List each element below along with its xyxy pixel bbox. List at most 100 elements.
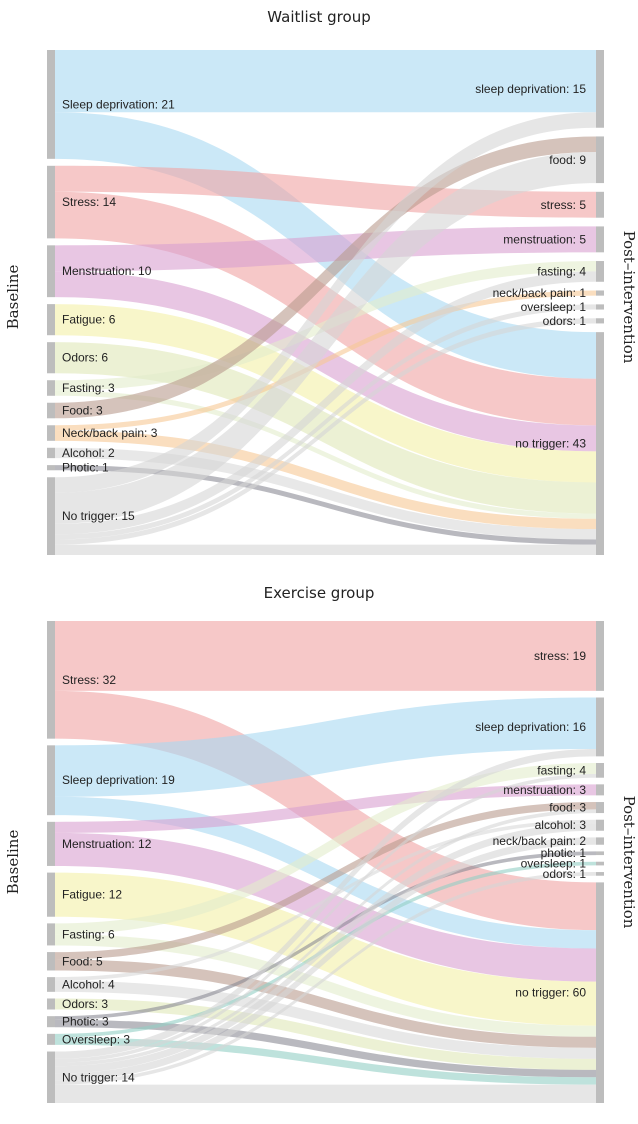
target-bar-sleep-deprivation	[596, 50, 604, 128]
right-axis-label: Post–intervention	[620, 231, 638, 364]
target-bar-stress	[596, 191, 604, 218]
flow-link-menstruation-to-menstruation	[55, 784, 596, 833]
source-bar-odors	[47, 342, 55, 374]
source-label-fasting: Fasting: 3	[62, 381, 115, 395]
target-bar-oversleep	[596, 304, 604, 310]
flow-link-food-to-food	[55, 136, 596, 419]
source-label-sleep-deprivation: Sleep deprivation: 19	[62, 773, 175, 787]
target-label-food: food: 3	[549, 801, 586, 815]
flow-link-no-trigger-to-fasting	[55, 271, 596, 535]
target-label-menstruation: menstruation: 5	[503, 232, 586, 246]
left-axis-label: Baseline	[4, 830, 22, 895]
target-label-fasting: fasting: 4	[537, 264, 586, 278]
target-label-food: food: 9	[549, 153, 586, 167]
target-label-oversleep: oversleep: 1	[521, 300, 587, 314]
source-label-odors: Odors: 3	[62, 997, 108, 1011]
flow-link-photic-to-photic	[55, 851, 596, 1020]
source-bar-stress	[47, 621, 55, 739]
source-label-stress: Stress: 14	[62, 195, 116, 209]
panel-title: Exercise group	[264, 584, 375, 602]
source-label-photic: Photic: 1	[62, 461, 109, 475]
node-bars	[47, 50, 604, 555]
flow-link-no-trigger-to-oversleep	[55, 304, 596, 540]
node-labels: Stress: 32 Sleep deprivation: 19 Menstruat…	[62, 649, 586, 1084]
flow-link-fasting-to-no-trigger	[55, 390, 596, 519]
target-bar-no-trigger	[596, 332, 604, 555]
flow-link-photic-to-no-trigger	[55, 1019, 596, 1078]
target-bar-food	[596, 802, 604, 814]
node-bars	[47, 621, 604, 1103]
source-bar-no-trigger	[47, 1051, 55, 1103]
flow-link-food-to-food	[55, 802, 596, 960]
source-bar-menstruation	[47, 245, 55, 298]
flow-link-no-trigger-to-fasting	[55, 774, 596, 1063]
target-bar-odors	[596, 318, 604, 324]
target-label-photic: photic: 1	[541, 846, 587, 860]
source-bar-fatigue	[47, 304, 55, 336]
right-axis-label: Post–intervention	[620, 796, 638, 929]
target-label-sleep-deprivation: sleep deprivation: 15	[475, 82, 586, 96]
flow-link-neck-back-pain-to-neck-back-pain	[55, 290, 596, 431]
flow-links	[55, 50, 596, 555]
flow-link-photic-to-no-trigger	[55, 465, 596, 545]
flow-link-fasting-to-no-trigger	[55, 934, 596, 1037]
source-bar-menstruation	[47, 821, 55, 866]
source-bar-fatigue	[47, 872, 55, 917]
target-bar-odors	[596, 872, 604, 876]
source-label-stress: Stress: 32	[62, 673, 116, 687]
node-labels: Sleep deprivation: 21 Stress: 14 Menstruat…	[62, 82, 586, 523]
source-label-neck-back-pain: Neck/back pain: 3	[62, 426, 158, 440]
source-label-food: Food: 3	[62, 404, 103, 418]
flow-link-sleep-deprivation-to-sleep-deprivation	[55, 697, 596, 797]
target-bar-neck-back-pain	[596, 837, 604, 845]
target-label-odors: odors: 1	[543, 314, 587, 328]
source-bar-neck-back-pain	[47, 425, 55, 441]
target-bar-menstruation	[596, 226, 604, 253]
source-bar-fasting	[47, 380, 55, 396]
source-bar-photic	[47, 1016, 55, 1028]
source-bar-no-trigger	[47, 477, 55, 555]
flow-link-alcohol-to-no-trigger	[55, 447, 596, 540]
flow-links	[55, 621, 596, 1103]
target-bar-sleep-deprivation	[596, 697, 604, 757]
source-bar-food	[47, 952, 55, 971]
target-label-stress: stress: 5	[541, 198, 587, 212]
target-bar-stress	[596, 621, 604, 691]
source-label-fasting: Fasting: 6	[62, 927, 115, 941]
source-label-alcohol: Alcohol: 4	[62, 977, 115, 991]
flow-link-odors-to-no-trigger	[55, 998, 596, 1070]
target-bar-oversleep	[596, 861, 604, 866]
flow-link-neck-back-pain-to-no-trigger	[55, 430, 596, 530]
source-bar-food	[47, 402, 55, 419]
source-bar-photic	[47, 465, 55, 471]
target-label-stress: stress: 19	[534, 649, 586, 663]
target-bar-neck-back-pain	[596, 290, 604, 296]
source-bar-alcohol	[47, 447, 55, 459]
target-label-alcohol: alcohol: 3	[535, 818, 587, 832]
flow-link-fasting-to-fasting	[55, 762, 596, 935]
target-bar-food	[596, 136, 604, 184]
flow-link-food-to-no-trigger	[55, 959, 596, 1048]
flow-link-no-trigger-to-food	[55, 809, 596, 1067]
target-label-neck-back-pain: neck/back pain: 1	[493, 286, 587, 300]
source-label-alcohol: Alcohol: 2	[62, 446, 115, 460]
flow-link-sleep-deprivation-to-sleep-deprivation	[55, 50, 596, 113]
source-bar-alcohol	[47, 977, 55, 992]
source-bar-odors	[47, 998, 55, 1010]
source-bar-oversleep	[47, 1033, 55, 1045]
flow-link-no-trigger-to-sleep-deprivation	[55, 112, 596, 493]
exercise-panel: Exercise group Baseline Post–interventio…	[4, 584, 638, 1103]
waitlist-panel: Waitlist group Baseline Post–interventio…	[4, 8, 638, 555]
flow-link-sleep-deprivation-to-no-trigger	[55, 796, 596, 949]
flow-link-stress-to-stress	[55, 621, 596, 691]
flow-link-no-trigger-to-neck-back-pain	[55, 837, 596, 1081]
target-bar-no-trigger	[596, 882, 604, 1103]
target-bar-fasting	[596, 261, 604, 282]
flow-link-alcohol-to-no-trigger	[55, 980, 596, 1059]
target-label-no-trigger: no trigger: 43	[515, 437, 586, 451]
source-bar-sleep-deprivation	[47, 745, 55, 816]
left-axis-label: Baseline	[4, 265, 22, 330]
flow-link-no-trigger-to-no-trigger	[55, 1084, 596, 1103]
target-label-fasting: fasting: 4	[537, 763, 586, 777]
